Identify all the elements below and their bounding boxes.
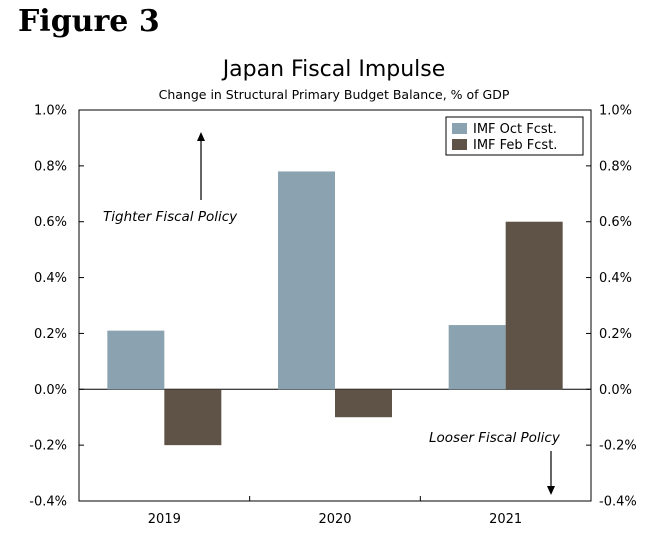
annotation-looser: Looser Fiscal Policy [429, 430, 561, 446]
x-tick-label-2019: 2019 [148, 512, 181, 527]
bar-feb-2019 [164, 389, 222, 446]
x-tick-label-2021: 2021 [489, 512, 522, 527]
x-tick-label-2020: 2020 [318, 512, 351, 527]
legend-box [445, 116, 584, 156]
legend-swatch-feb [452, 139, 467, 150]
y-tick-label-left: 0.6% [34, 215, 67, 230]
y-tick-label-right: -0.2% [599, 439, 637, 454]
bar-feb-2021 [505, 221, 563, 390]
y-tick-label-left: 0.0% [34, 383, 67, 398]
annotation-tighter: Tighter Fiscal Policy [103, 209, 238, 225]
y-tick-label-right: 1.0% [599, 104, 632, 119]
bar-oct-2021 [448, 325, 506, 390]
y-tick-label-right: 0.4% [599, 271, 632, 286]
arrow-down-icon [547, 486, 555, 495]
bar-feb-2020 [335, 389, 392, 418]
y-tick-label-left: 0.2% [34, 327, 67, 342]
legend-label-feb: IMF Feb Fcst. [473, 138, 557, 153]
y-tick-label-right: 0.8% [599, 159, 632, 174]
chart-title: Japan Fiscal Impulse [222, 57, 446, 82]
bar-oct-2020 [278, 171, 335, 390]
y-tick-label-left: -0.4% [29, 495, 67, 510]
legend-label-oct: IMF Oct Fcst. [473, 122, 557, 137]
y-tick-label-left: 0.4% [34, 271, 67, 286]
y-tick-label-right: 0.0% [599, 383, 632, 398]
plot-frame [78, 109, 592, 502]
y-tick-label-right: 0.2% [599, 327, 632, 342]
y-tick-label-left: 1.0% [34, 104, 67, 119]
chart-subtitle: Change in Structural Primary Budget Bala… [158, 87, 510, 102]
bar-oct-2019 [107, 330, 165, 390]
legend-swatch-oct [452, 123, 467, 134]
figure-label: Figure 3 [18, 4, 160, 39]
y-tick-label-right: 0.6% [599, 215, 632, 230]
y-tick-label-left: 0.8% [34, 159, 67, 174]
arrow-up-icon [197, 132, 205, 141]
y-tick-label-right: -0.4% [599, 495, 637, 510]
y-tick-label-left: -0.2% [29, 439, 67, 454]
